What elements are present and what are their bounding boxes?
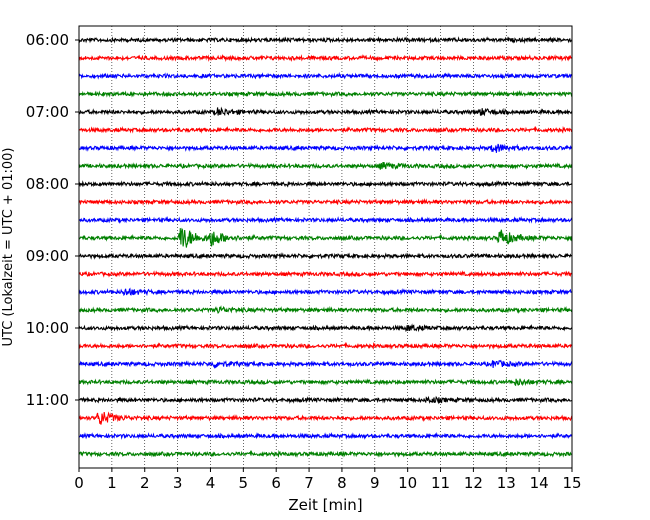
grid	[111, 26, 540, 468]
trace-0600	[78, 36, 573, 44]
x-tick-label: 9	[370, 474, 380, 492]
trace-0615	[78, 54, 573, 63]
x-axis-ticks: 0 1 2 3 4 5 6 7 8 9 10 11 12 13 14 15	[74, 468, 582, 492]
x-tick-label: 13	[497, 474, 516, 492]
x-tick-label: 6	[271, 474, 281, 492]
trace-0630	[78, 71, 573, 80]
x-tick-label: 3	[173, 474, 183, 492]
y-tick-label: 06:00	[26, 31, 69, 49]
x-tick-label: 1	[107, 474, 117, 492]
x-tick-label: 8	[337, 474, 347, 492]
trace-0830	[78, 216, 573, 224]
y-tick-label: 07:00	[26, 103, 69, 121]
x-axis-label: Zeit [min]	[288, 496, 362, 514]
trace-0745	[78, 161, 573, 170]
y-tick-label: 08:00	[26, 175, 69, 193]
trace-0845	[78, 227, 573, 248]
x-tick-label: 0	[74, 474, 84, 492]
plot-frame	[78, 25, 573, 469]
trace-1000	[78, 323, 573, 333]
trace-1115	[78, 411, 573, 425]
trace-0800	[78, 180, 573, 188]
trace-1130	[78, 431, 573, 440]
y-axis-ticks: 06:00 07:00 08:00 09:00 10:00 11:00	[26, 31, 79, 409]
trace-0815	[78, 198, 573, 206]
trace-0900	[78, 252, 573, 260]
x-tick-label: 11	[431, 474, 450, 492]
trace-0945	[78, 305, 573, 315]
x-tick-label: 12	[464, 474, 483, 492]
trace-0730	[78, 143, 573, 153]
trace-0700	[78, 106, 573, 117]
trace-1030	[78, 359, 573, 369]
y-tick-label: 09:00	[26, 247, 69, 265]
trace-1015	[78, 341, 573, 350]
traces	[78, 36, 573, 458]
y-axis-label: UTC (Lokalzeit = UTC + 01:00)	[1, 148, 16, 347]
x-tick-label: 4	[206, 474, 216, 492]
x-tick-label: 10	[398, 474, 417, 492]
y-tick-label: 11:00	[26, 391, 69, 409]
x-tick-label: 5	[239, 474, 249, 492]
x-tick-label: 14	[530, 474, 549, 492]
trace-1145	[78, 449, 573, 458]
trace-0645	[78, 90, 573, 98]
x-tick-label: 2	[140, 474, 150, 492]
trace-1045	[78, 378, 573, 387]
trace-0715	[78, 125, 573, 134]
x-tick-label: 7	[304, 474, 314, 492]
trace-0930	[78, 287, 573, 297]
y-tick-label: 10:00	[26, 319, 69, 337]
trace-0915	[78, 270, 572, 278]
x-tick-label: 15	[562, 474, 581, 492]
trace-1100	[78, 395, 573, 405]
